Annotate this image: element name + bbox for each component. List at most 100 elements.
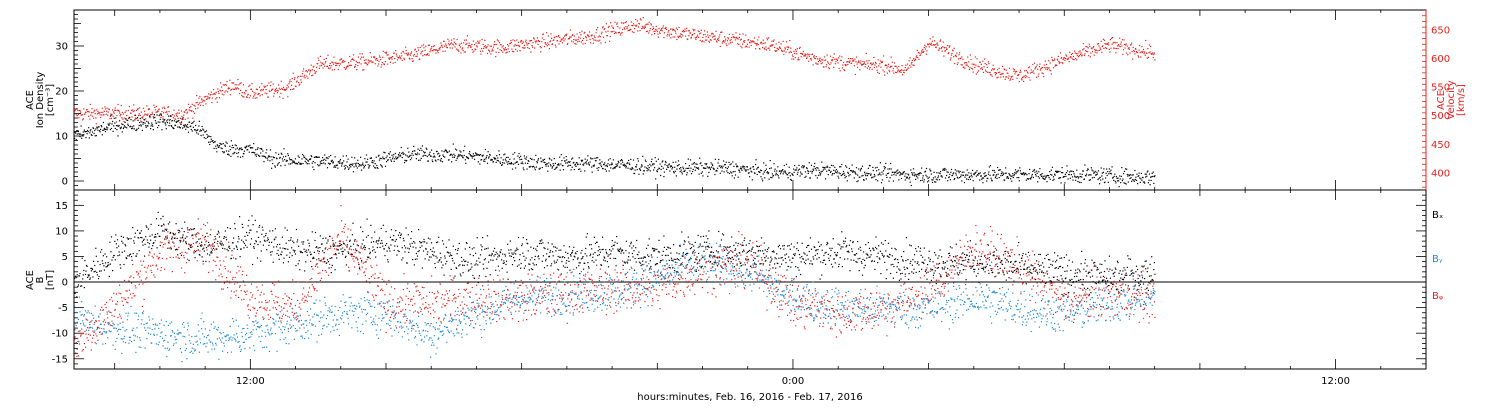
velocity-point <box>464 40 465 41</box>
density-point <box>505 160 506 161</box>
bz-point <box>87 337 88 338</box>
bz-point <box>312 269 313 270</box>
bz-point <box>340 241 341 242</box>
velocity-point <box>469 43 470 44</box>
velocity-point <box>619 28 620 29</box>
velocity-point <box>497 48 498 49</box>
density-point <box>934 172 935 173</box>
velocity-point <box>742 44 743 45</box>
velocity-point <box>431 46 432 47</box>
density-point <box>262 150 263 151</box>
velocity-point <box>673 36 674 37</box>
bz-point <box>343 228 344 229</box>
bz-point <box>181 268 182 269</box>
velocity-point <box>261 83 262 84</box>
density-point <box>596 157 597 158</box>
velocity-point <box>573 39 574 40</box>
density-point <box>236 145 237 146</box>
density-point <box>364 166 365 167</box>
velocity-point <box>465 44 466 45</box>
bz-point <box>158 258 159 259</box>
bz-point <box>272 283 273 284</box>
density-point <box>652 163 653 164</box>
bz-point <box>105 322 106 323</box>
density-point <box>428 160 429 161</box>
density-point <box>926 168 927 169</box>
velocity-point <box>584 32 585 33</box>
velocity-point <box>429 45 430 46</box>
density-point <box>244 151 245 152</box>
velocity-point <box>1110 39 1111 40</box>
density-point <box>624 164 625 165</box>
velocity-point <box>789 40 790 41</box>
velocity-point <box>539 41 540 42</box>
density-point <box>134 128 135 129</box>
velocity-point <box>702 37 703 38</box>
density-point <box>389 154 390 155</box>
density-point <box>751 171 752 172</box>
velocity-point <box>403 51 404 52</box>
density-point <box>604 162 605 163</box>
density-point <box>419 154 420 155</box>
velocity-point <box>1075 52 1076 53</box>
velocity-point <box>607 35 608 36</box>
density-point <box>575 166 576 167</box>
velocity-point <box>613 28 614 29</box>
velocity-point <box>540 51 541 52</box>
velocity-point <box>575 40 576 41</box>
density-point <box>753 169 754 170</box>
velocity-point <box>339 60 340 61</box>
velocity-point <box>984 59 985 60</box>
bz-point <box>224 266 225 267</box>
density-point <box>189 122 190 123</box>
velocity-point <box>850 58 851 59</box>
velocity-point <box>253 97 254 98</box>
velocity-point <box>1150 46 1151 47</box>
velocity-point <box>490 46 491 47</box>
density-point <box>130 126 131 127</box>
density-point <box>686 168 687 169</box>
bz-point <box>423 297 424 298</box>
bz-point <box>107 317 108 318</box>
velocity-point <box>145 114 146 115</box>
density-point <box>871 173 872 174</box>
density-point <box>193 121 194 122</box>
density-point <box>586 161 587 162</box>
bz-point <box>362 248 363 249</box>
velocity-point <box>727 37 728 38</box>
density-point <box>575 164 576 165</box>
density-point <box>311 156 312 157</box>
density-point <box>706 163 707 164</box>
density-point <box>115 117 116 118</box>
bz-point <box>241 290 242 291</box>
velocity-point <box>418 50 419 51</box>
velocity-point <box>587 34 588 35</box>
density-point <box>719 165 720 166</box>
velocity-point <box>1099 50 1100 51</box>
bz-point <box>111 315 112 316</box>
density-point <box>808 173 809 174</box>
bz-point <box>246 294 247 295</box>
density-point <box>646 167 647 168</box>
density-point <box>121 123 122 124</box>
bz-point <box>122 301 123 302</box>
density-point <box>902 174 903 175</box>
velocity-point <box>565 38 566 39</box>
velocity-point <box>287 85 288 86</box>
density-point <box>268 156 269 157</box>
velocity-point <box>569 36 570 37</box>
density-point <box>693 169 694 170</box>
bz-point <box>213 260 214 261</box>
bz-point <box>273 307 274 308</box>
velocity-point <box>1104 43 1105 44</box>
density-point <box>608 159 609 160</box>
density-point <box>102 134 103 135</box>
velocity-point <box>635 25 636 26</box>
density-point <box>99 130 100 131</box>
velocity-point <box>884 75 885 76</box>
velocity-point <box>380 57 381 58</box>
density-point <box>106 126 107 127</box>
density-point <box>484 159 485 160</box>
density-point <box>762 178 763 179</box>
density-point <box>903 172 904 173</box>
